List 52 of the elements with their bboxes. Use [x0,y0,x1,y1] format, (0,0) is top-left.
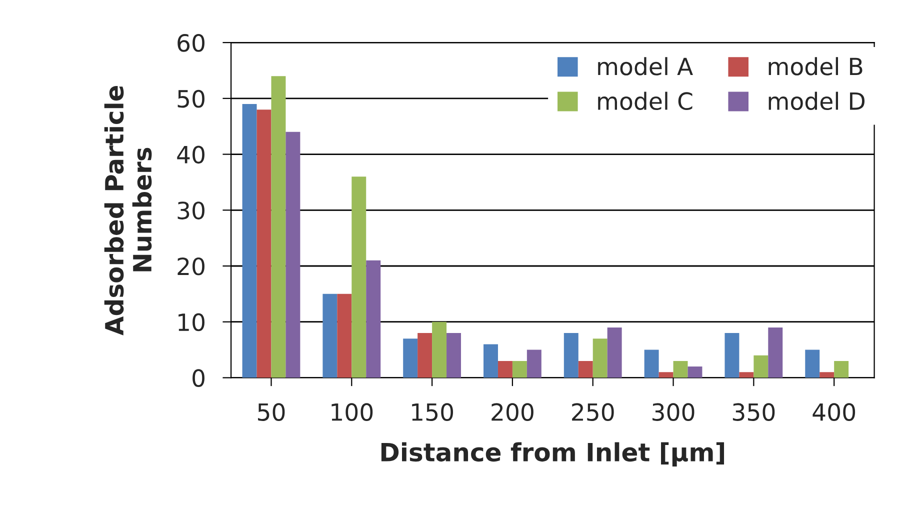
bar [564,333,578,378]
y-tick-label: 60 [178,34,204,52]
bar [512,360,527,378]
bar [834,360,849,378]
bar [658,372,674,378]
x-tick-label: 200 [492,403,534,421]
x-tick-label: 50 [258,403,285,421]
bar [526,350,542,378]
x-tick-label: 300 [652,403,694,421]
bar [498,360,512,378]
bar [607,327,622,378]
y-tick-label: 20 [178,257,204,276]
bar [366,260,381,378]
bar [418,333,432,378]
bar [337,294,352,378]
legend-label: model D [768,92,865,110]
bar [768,327,783,378]
x-tick-label: 250 [572,403,614,421]
y-tick-label: 50 [178,90,204,108]
x-tick-label: 150 [412,403,454,421]
bar [484,344,498,378]
bar [352,176,366,378]
y-tick-label: 0 [192,369,204,388]
x-tick-label: 400 [812,403,856,421]
bar [592,338,608,378]
x-axis-title: Distance from Inlet [µm] [381,442,724,466]
bar [322,294,338,378]
legend-label: model B [768,57,862,76]
bar [673,360,688,378]
bar [578,360,593,378]
bar [403,338,418,378]
bar [446,333,461,378]
bar [644,350,659,378]
y-tick-label: 40 [177,146,204,164]
bar [805,350,820,378]
bar [688,366,702,378]
bar [724,333,740,378]
bar [271,76,286,378]
x-tick-label: 100 [332,403,373,421]
bar [739,372,754,378]
bar [286,132,300,378]
bar [242,104,257,378]
bar [432,322,447,378]
bar [820,372,834,378]
y-axis-title: Adsorbed Particle Numbers [104,86,152,336]
legend-label: model C [598,92,692,110]
x-tick-label: 350 [732,403,775,421]
bar [754,355,768,378]
y-tick-label: 10 [178,313,204,332]
y-tick-label: 30 [178,202,204,220]
bar [256,110,272,378]
legend-label: model A [598,57,693,76]
